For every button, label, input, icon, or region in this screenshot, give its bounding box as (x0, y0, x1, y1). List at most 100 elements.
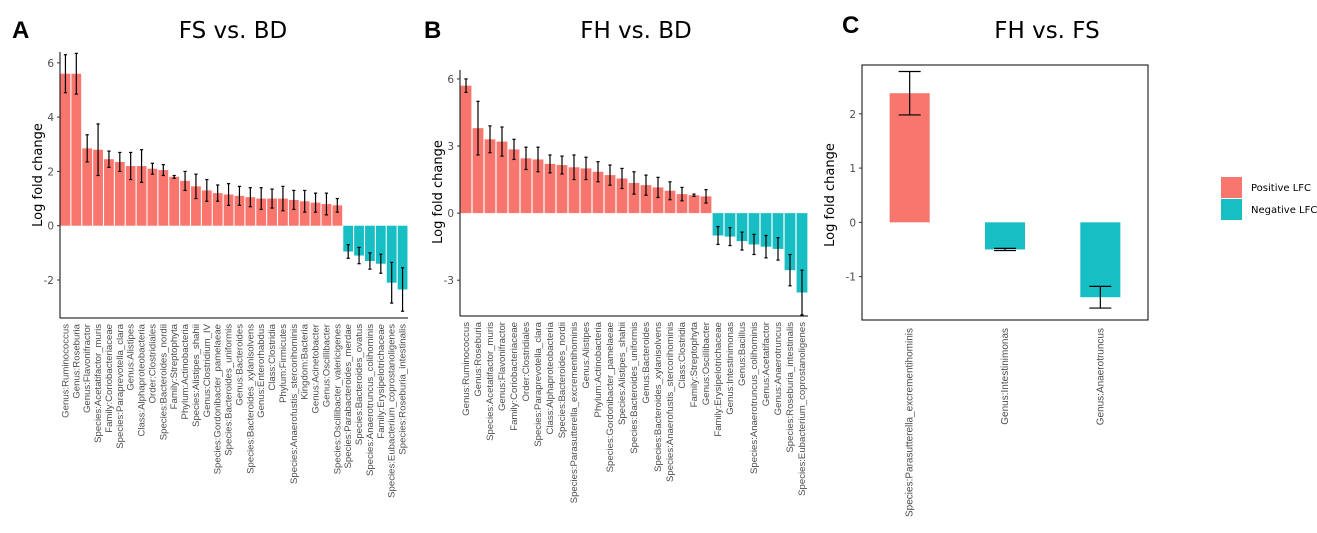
error-bar (129, 151, 133, 181)
legend-swatch-negative (1221, 199, 1242, 220)
x-tick-label: Phylum:Firmicutes (278, 324, 289, 403)
error-bar (118, 151, 122, 173)
axes-a (59, 52, 408, 319)
bar (520, 158, 532, 214)
bar (375, 225, 386, 264)
error-bar (346, 244, 350, 259)
bar (784, 213, 796, 271)
x-tick-label: Species:Roseburia_intestinalis (398, 324, 409, 455)
bar (700, 196, 712, 214)
error-bar (476, 100, 480, 156)
bar (772, 213, 784, 249)
error-bar (716, 225, 720, 246)
bar (796, 213, 808, 293)
x-tick-label: Family:Streptophyta (689, 321, 700, 407)
x-tick-label: Genus:Clostridium_IV (202, 323, 213, 417)
bar (568, 167, 580, 214)
bar (288, 199, 299, 226)
plot-frame (861, 64, 1149, 321)
y-tick-label: -3 (444, 275, 454, 287)
bars-a (60, 73, 408, 290)
error-bar (704, 189, 708, 204)
x-tick-label: Class:Alphaproteobacteria (137, 323, 148, 436)
y-tick-label: 6 (447, 74, 454, 86)
error-bar (898, 70, 921, 116)
error-bar (390, 261, 394, 304)
error-bar (63, 54, 68, 94)
x-tick-label: Species:Bacteroides_uniformis (224, 324, 235, 456)
y-ticks-c: -1 0 1 2 (846, 109, 862, 284)
y-ticks-a: -2 0 2 4 6 (44, 58, 60, 287)
error-bar (584, 156, 588, 181)
bar (93, 149, 103, 226)
error-bar (800, 269, 804, 316)
bar (169, 176, 180, 226)
x-tick-label: Family:Coriobacteriaceae (509, 322, 520, 431)
error-bar (313, 192, 318, 213)
error-bar (656, 176, 660, 199)
x-tick-label: Genus:Intestinimonas (725, 322, 736, 415)
bar (544, 163, 556, 214)
error-bar (292, 189, 296, 211)
error-bar (150, 162, 155, 175)
y-tick-label: 1 (849, 163, 856, 175)
axes-b (459, 70, 808, 317)
bar (256, 198, 267, 226)
x-tick-label: Species:Oscillibacter_valericigenes (332, 324, 343, 475)
x-tick-label: Genus:Acinetobacter (311, 323, 322, 413)
error-bar (96, 123, 100, 177)
error-bar (488, 125, 492, 154)
error-bar (194, 173, 198, 200)
x-tick-label: Kingdom:Bacteria (300, 323, 311, 399)
error-bar (281, 185, 285, 212)
x-tick-label: Species:Eubacterium_coprostanoligenes (797, 322, 808, 496)
error-bar (205, 178, 209, 202)
bar (114, 161, 125, 226)
x-tick-label: Species:Bacteroides_uniformis (629, 322, 640, 454)
x-tick-label: Genus:Ruminococcus (461, 322, 472, 416)
error-bar (216, 184, 220, 202)
x-tick-label: Species:Parasutterella_excrementihominis (569, 322, 580, 504)
error-bars-a (63, 52, 405, 312)
error-bar (740, 231, 744, 251)
bar (664, 190, 676, 214)
x-tick-label: Genus:Anaerotruncus (1095, 328, 1106, 425)
error-bar (303, 189, 307, 213)
y-tick-label: 4 (47, 112, 54, 124)
x-tick-label: Class:Clostridia (677, 321, 688, 388)
x-tick-label: Species:Roseburia_intestinalis (785, 322, 796, 453)
bar (245, 197, 256, 226)
error-bar (680, 186, 684, 202)
x-tick-label: Class:Alphaproteobacteria (545, 321, 556, 434)
x-tick-label: Species:Bacteroides_nordii (557, 322, 568, 438)
error-bar (572, 154, 576, 181)
x-tick-label: Genus:Roseburia (71, 323, 82, 398)
bar (616, 178, 628, 214)
x-tick-label: Family:Coriobacteriaceae (104, 324, 115, 433)
error-bar (85, 134, 89, 163)
x-tick-label: Species:Gordonibacter_pamelaeae (605, 322, 616, 472)
bar (104, 159, 114, 226)
y-tick-label: -2 (44, 275, 54, 287)
error-bar (357, 246, 361, 265)
y-tick-label: 6 (47, 58, 54, 70)
y-ticks-b: -3 0 3 6 (444, 74, 460, 287)
x-tick-label: Species:Anaerofustis_stercorihominis (665, 322, 676, 482)
error-bar (74, 52, 78, 95)
error-bar (172, 174, 176, 179)
error-bar (368, 252, 372, 270)
error-bar (994, 247, 1016, 252)
chart-title-c: FH vs. FS (994, 18, 1099, 44)
bar (580, 168, 592, 214)
x-tick-label: Genus:Oscillibacter (701, 321, 712, 405)
bar (60, 73, 71, 226)
x-tick-label: Species:Anaerofustis_stercorihominis (289, 324, 300, 484)
error-bar (512, 138, 516, 161)
x-tick-label: Family:Erysipelotrichaceae (376, 324, 387, 439)
bar (460, 85, 472, 214)
x-ticks-a: Genus:Ruminococcus Genus:Roseburia Genus:F… (60, 323, 408, 498)
bar (201, 190, 212, 226)
error-bar (776, 237, 780, 261)
bar (125, 166, 136, 226)
